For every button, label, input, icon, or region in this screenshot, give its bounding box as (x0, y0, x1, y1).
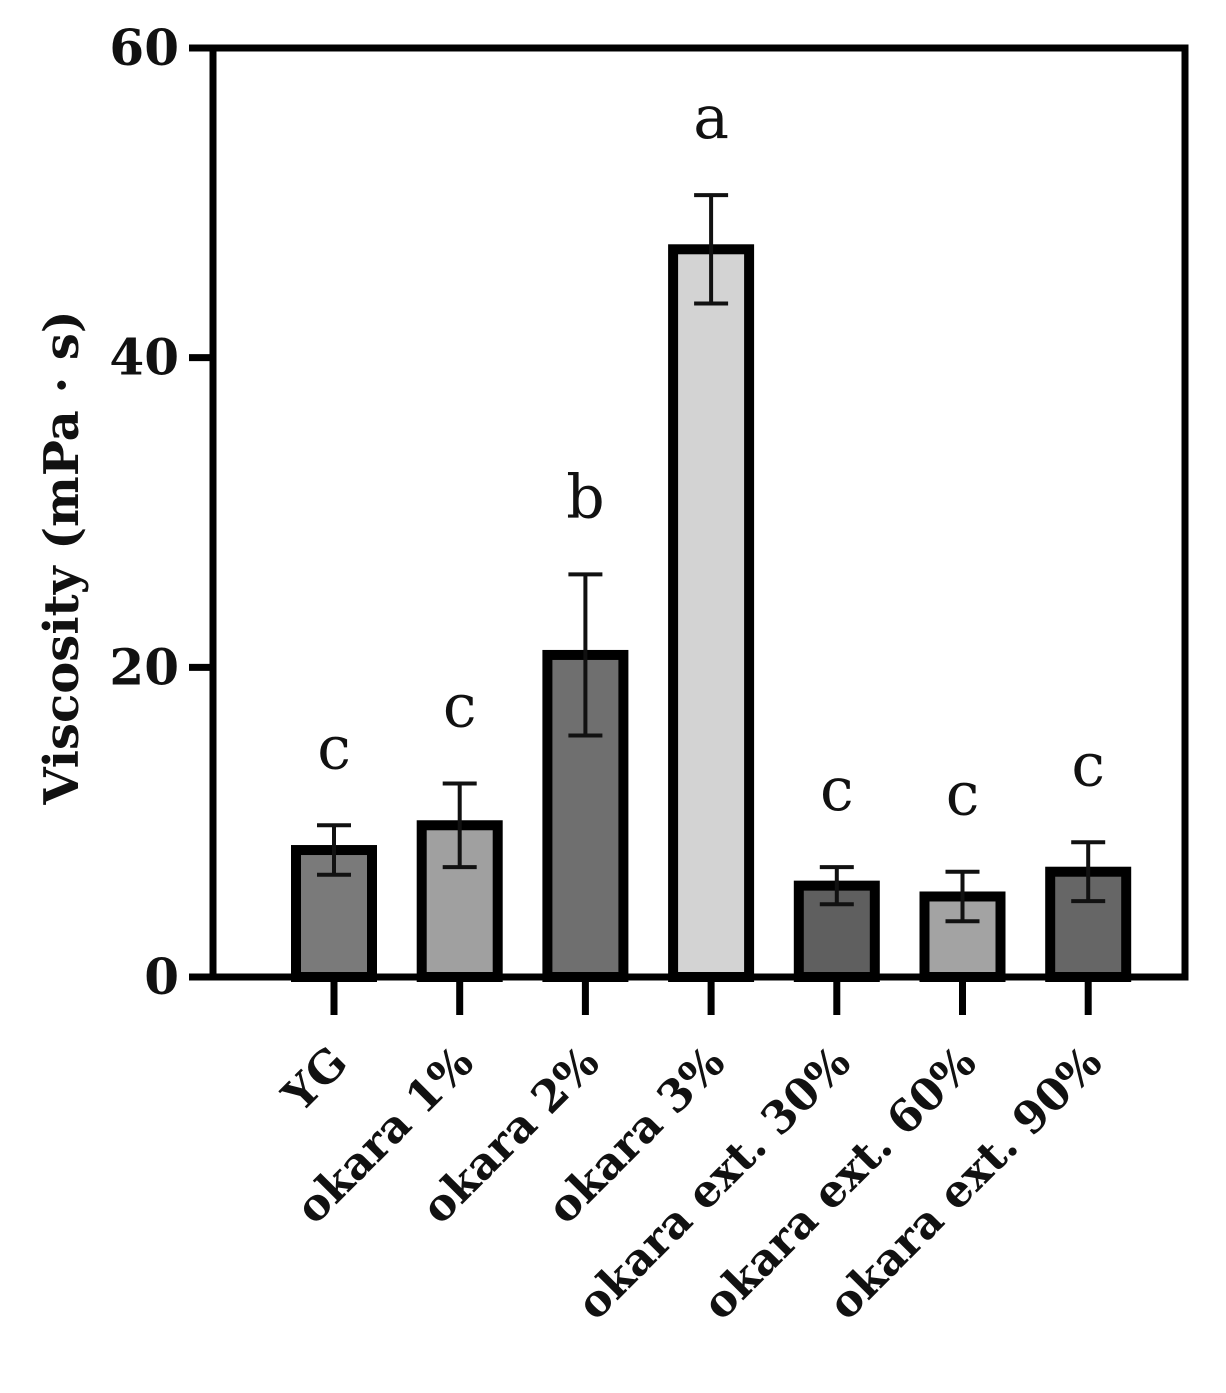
significance-letter: c (1071, 730, 1105, 800)
error-bar (819, 865, 854, 907)
plot-frame (209, 44, 1189, 981)
error-bar (568, 572, 603, 738)
bar (668, 244, 755, 983)
significance-letter: b (566, 462, 604, 532)
error-bar (442, 781, 477, 870)
y-tick-label: 20 (109, 637, 179, 696)
error-bar (694, 193, 729, 306)
significance-letter: c (317, 713, 351, 783)
significance-letter: a (693, 83, 729, 153)
y-tick-label: 60 (109, 18, 179, 77)
error-bar (317, 823, 351, 877)
error-bar (1071, 840, 1106, 904)
error-bar (945, 869, 980, 924)
significance-letter: c (946, 760, 980, 830)
y-tick-label: 0 (144, 947, 179, 1006)
bars-layer (291, 244, 1132, 983)
axes-layer (209, 44, 1189, 981)
error-bars-layer (317, 193, 1106, 924)
y-tick-label: 40 (109, 328, 179, 387)
significance-letter: c (443, 671, 477, 741)
y-axis-label: Viscosity (mPa · s) (34, 310, 90, 805)
bar (793, 880, 880, 982)
y-axis-ticks: 0 20 40 60 (109, 18, 213, 1006)
significance-letter: c (820, 755, 854, 825)
x-tick-label: YG (272, 1037, 358, 1123)
significance-letters-layer: c c b a c c c (317, 83, 1105, 830)
